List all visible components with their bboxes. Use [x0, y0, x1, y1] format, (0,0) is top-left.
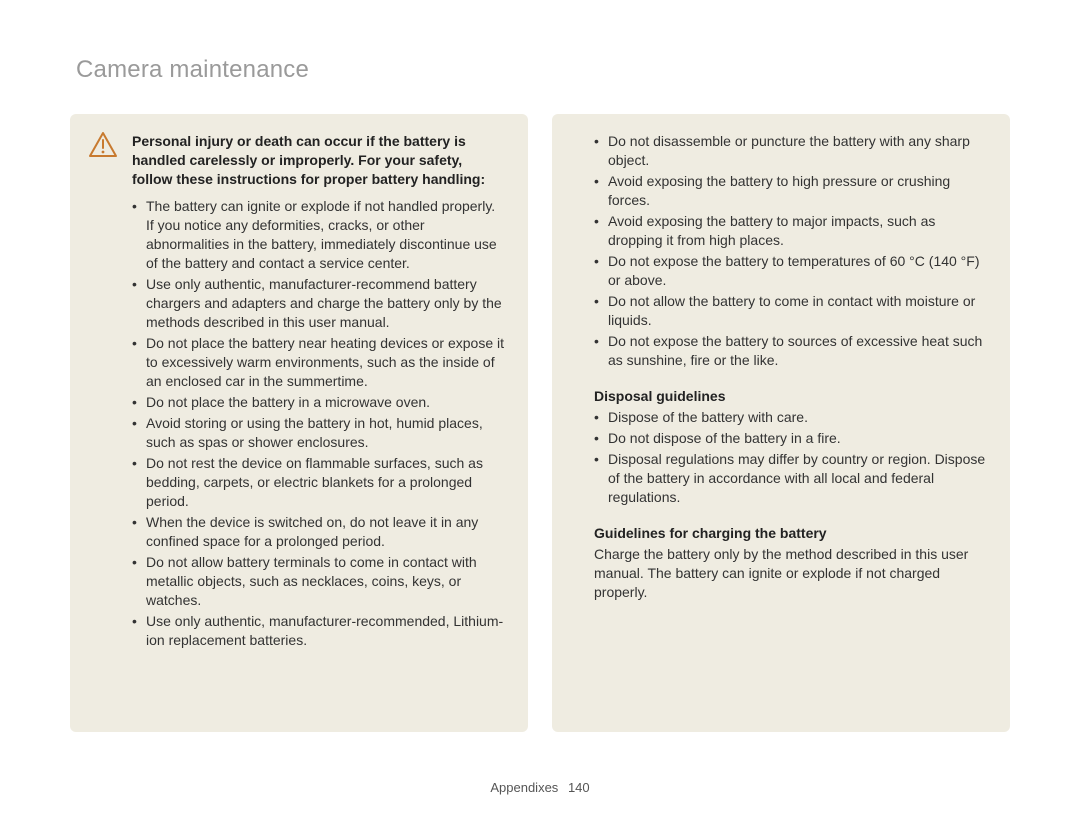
warning-panel-right: Do not disassemble or puncture the batte… [552, 114, 1010, 732]
list-item: Avoid exposing the battery to major impa… [594, 212, 988, 250]
charging-heading: Guidelines for charging the battery [594, 525, 988, 541]
list-item: Do not allow the battery to come in cont… [594, 292, 988, 330]
manual-page: Camera maintenance Personal injury or de… [0, 0, 1080, 815]
warning-intro: Personal injury or death can occur if th… [132, 132, 506, 189]
page-title: Camera maintenance [70, 56, 1010, 84]
list-item: Do not place the battery near heating de… [132, 334, 506, 391]
list-item: Avoid storing or using the battery in ho… [132, 414, 506, 452]
charging-body: Charge the battery only by the method de… [594, 545, 988, 602]
left-bullet-list: The battery can ignite or explode if not… [132, 197, 506, 650]
list-item: The battery can ignite or explode if not… [132, 197, 506, 273]
list-item: Do not disassemble or puncture the batte… [594, 132, 988, 170]
list-item: Do not rest the device on flammable surf… [132, 454, 506, 511]
list-item: Use only authentic, manufacturer-recomme… [132, 612, 506, 650]
list-item: When the device is switched on, do not l… [132, 513, 506, 551]
footer-label: Appendixes [490, 780, 558, 795]
list-item: Dispose of the battery with care. [594, 408, 988, 427]
list-item: Use only authentic, manufacturer-recomme… [132, 275, 506, 332]
page-footer: Appendixes 140 [0, 780, 1080, 795]
right-top-bullet-list: Do not disassemble or puncture the batte… [594, 132, 988, 370]
list-item: Avoid exposing the battery to high press… [594, 172, 988, 210]
warning-panel-left: Personal injury or death can occur if th… [70, 114, 528, 732]
list-item: Disposal regulations may differ by count… [594, 450, 988, 507]
footer-page-number: 140 [568, 780, 590, 795]
list-item: Do not dispose of the battery in a fire. [594, 429, 988, 448]
content-columns: Personal injury or death can occur if th… [70, 114, 1010, 732]
list-item: Do not expose the battery to temperature… [594, 252, 988, 290]
disposal-bullet-list: Dispose of the battery with care. Do not… [594, 408, 988, 507]
disposal-heading: Disposal guidelines [594, 388, 988, 404]
list-item: Do not allow battery terminals to come i… [132, 553, 506, 610]
list-item: Do not place the battery in a microwave … [132, 393, 506, 412]
list-item: Do not expose the battery to sources of … [594, 332, 988, 370]
warning-triangle-icon [88, 130, 118, 165]
